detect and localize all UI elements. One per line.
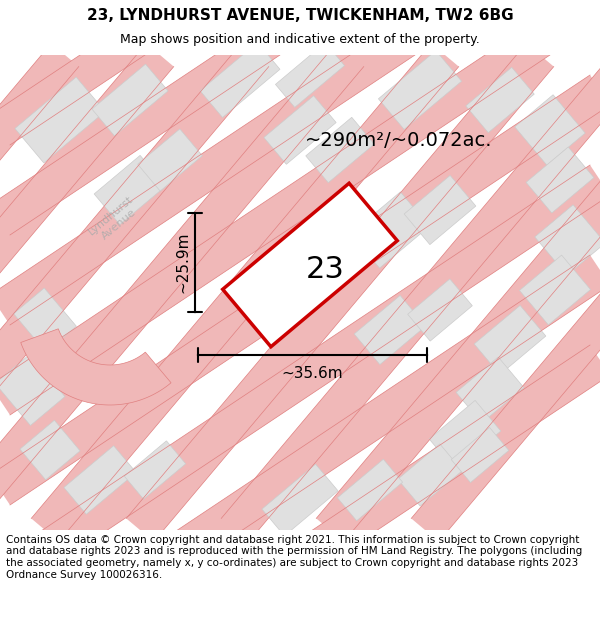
Polygon shape — [474, 306, 546, 374]
Polygon shape — [126, 43, 554, 542]
Text: 23: 23 — [305, 256, 344, 284]
Polygon shape — [264, 96, 336, 164]
Polygon shape — [520, 255, 590, 325]
Polygon shape — [124, 441, 186, 499]
Polygon shape — [262, 464, 338, 536]
Polygon shape — [221, 43, 600, 542]
Polygon shape — [20, 420, 80, 480]
Polygon shape — [0, 0, 600, 145]
Polygon shape — [92, 64, 168, 136]
Polygon shape — [404, 176, 476, 244]
Polygon shape — [0, 43, 174, 542]
Polygon shape — [535, 205, 600, 275]
Polygon shape — [429, 401, 501, 469]
Polygon shape — [466, 68, 534, 132]
Polygon shape — [350, 192, 430, 268]
Polygon shape — [451, 428, 509, 483]
Polygon shape — [0, 0, 600, 235]
Text: Contains OS data © Crown copyright and database right 2021. This information is : Contains OS data © Crown copyright and d… — [6, 535, 582, 579]
Text: ~290m²/~0.072ac.: ~290m²/~0.072ac. — [305, 131, 493, 149]
Polygon shape — [0, 255, 600, 625]
Polygon shape — [398, 444, 463, 506]
Polygon shape — [200, 42, 280, 118]
Polygon shape — [31, 43, 459, 542]
Polygon shape — [316, 43, 600, 542]
Polygon shape — [0, 43, 79, 542]
Polygon shape — [0, 345, 600, 625]
Polygon shape — [354, 296, 426, 364]
Polygon shape — [407, 279, 472, 341]
Polygon shape — [275, 42, 344, 107]
Polygon shape — [94, 156, 166, 224]
Polygon shape — [0, 43, 364, 542]
Polygon shape — [14, 288, 76, 352]
Text: Lyndhurst
Avenue: Lyndhurst Avenue — [87, 194, 143, 246]
Polygon shape — [0, 0, 600, 415]
Polygon shape — [306, 118, 374, 182]
Polygon shape — [379, 51, 461, 129]
Polygon shape — [0, 75, 600, 505]
Text: 23, LYNDHURST AVENUE, TWICKENHAM, TW2 6BG: 23, LYNDHURST AVENUE, TWICKENHAM, TW2 6B… — [86, 8, 514, 23]
Polygon shape — [337, 459, 403, 521]
Polygon shape — [0, 0, 600, 325]
Polygon shape — [526, 147, 594, 213]
Text: Map shows position and indicative extent of the property.: Map shows position and indicative extent… — [120, 33, 480, 46]
Polygon shape — [137, 129, 202, 191]
Polygon shape — [456, 357, 524, 423]
Polygon shape — [515, 95, 585, 165]
Polygon shape — [411, 43, 600, 542]
Polygon shape — [0, 43, 269, 542]
Text: ~25.9m: ~25.9m — [175, 232, 190, 293]
Polygon shape — [0, 354, 65, 426]
Polygon shape — [15, 77, 105, 163]
Text: ~35.6m: ~35.6m — [281, 366, 343, 381]
Polygon shape — [21, 329, 171, 405]
Polygon shape — [223, 183, 397, 347]
Polygon shape — [0, 165, 600, 595]
Polygon shape — [64, 446, 136, 514]
